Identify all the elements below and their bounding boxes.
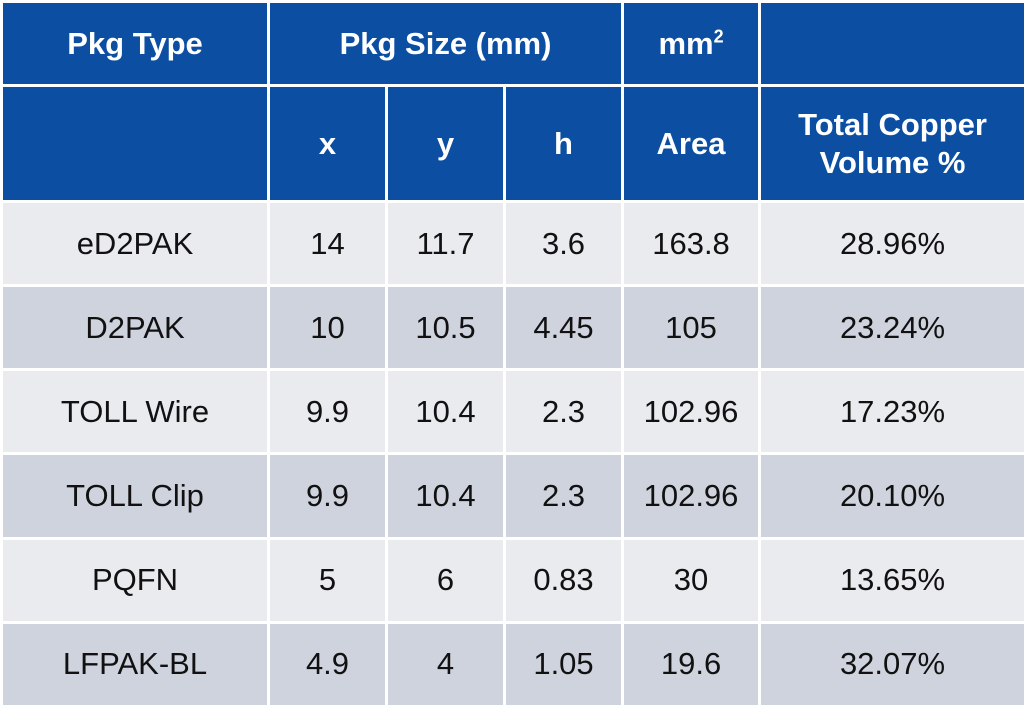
header-total-copper-line2: Volume % <box>819 144 966 180</box>
cell-area: 102.96 <box>621 452 762 540</box>
table-row: TOLL Clip 9.9 10.4 2.3 102.96 20.10% <box>0 452 1024 540</box>
cell-y: 10.4 <box>385 452 506 540</box>
cell-y: 6 <box>385 536 506 624</box>
header-unit-superscript: 2 <box>713 26 724 47</box>
cell-y: 11.7 <box>385 199 506 288</box>
cell-copper: 17.23% <box>758 368 1024 456</box>
cell-h: 2.3 <box>502 452 625 540</box>
cell-area: 163.8 <box>621 199 762 288</box>
cell-x: 14 <box>267 199 388 288</box>
cell-h: 4.45 <box>502 284 625 372</box>
cell-area: 102.96 <box>621 368 762 456</box>
cell-x: 4.9 <box>267 620 388 708</box>
cell-x: 9.9 <box>267 368 388 456</box>
cell-y: 10.4 <box>385 368 506 456</box>
cell-y: 10.5 <box>385 284 506 372</box>
header-total-copper-line1: Total Copper <box>798 106 987 142</box>
cell-pkg-type: eD2PAK <box>0 199 270 288</box>
header-row-2: x y h Area Total Copper Volume % <box>0 84 1024 203</box>
table-row: eD2PAK 14 11.7 3.6 163.8 28.96% <box>0 199 1024 288</box>
cell-x: 9.9 <box>267 452 388 540</box>
cell-area: 30 <box>621 536 762 624</box>
cell-copper: 20.10% <box>758 452 1024 540</box>
cell-pkg-type: LFPAK-BL <box>0 620 270 708</box>
header-blank-1 <box>758 0 1024 87</box>
table-row: TOLL Wire 9.9 10.4 2.3 102.96 17.23% <box>0 368 1024 456</box>
cell-h: 3.6 <box>502 199 625 288</box>
cell-area: 105 <box>621 284 762 372</box>
cell-h: 1.05 <box>502 620 625 708</box>
header-row-1: Pkg Type Pkg Size (mm) mm2 <box>0 0 1024 87</box>
header-unit-base: mm <box>658 25 714 61</box>
cell-h: 0.83 <box>502 536 625 624</box>
table-row: D2PAK 10 10.5 4.45 105 23.24% <box>0 284 1024 372</box>
header-y: y <box>385 84 506 203</box>
table-row: PQFN 5 6 0.83 30 13.65% <box>0 536 1024 624</box>
cell-copper: 32.07% <box>758 620 1024 708</box>
header-pkg-size: Pkg Size (mm) <box>266 0 625 87</box>
header-total-copper: Total Copper Volume % <box>758 84 1024 203</box>
cell-pkg-type: TOLL Wire <box>0 368 270 456</box>
header-h: h <box>502 84 625 203</box>
cell-pkg-type: PQFN <box>0 536 270 624</box>
cell-x: 5 <box>267 536 388 624</box>
cell-x: 10 <box>267 284 388 372</box>
header-pkg-type: Pkg Type <box>0 0 270 87</box>
header-area: Area <box>621 84 762 203</box>
cell-pkg-type: TOLL Clip <box>0 452 270 540</box>
cell-y: 4 <box>385 620 506 708</box>
cell-area: 19.6 <box>621 620 762 708</box>
cell-copper: 23.24% <box>758 284 1024 372</box>
table-body: eD2PAK 14 11.7 3.6 163.8 28.96% D2PAK 10… <box>0 199 1024 708</box>
cell-pkg-type: D2PAK <box>0 284 270 372</box>
header-blank-2 <box>0 84 270 203</box>
cell-h: 2.3 <box>502 368 625 456</box>
cell-copper: 28.96% <box>758 199 1024 288</box>
header-unit: mm2 <box>621 0 762 87</box>
table-row: LFPAK-BL 4.9 4 1.05 19.6 32.07% <box>0 620 1024 708</box>
table-header: Pkg Type Pkg Size (mm) mm2 x y h Area To… <box>0 0 1024 203</box>
header-x: x <box>267 84 388 203</box>
cell-copper: 13.65% <box>758 536 1024 624</box>
